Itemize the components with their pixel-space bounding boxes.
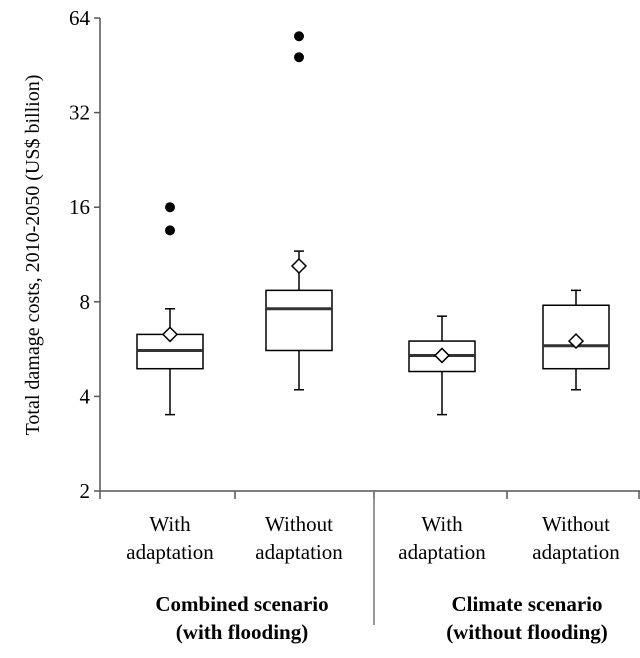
box-1	[136, 202, 204, 416]
outlier-point	[165, 202, 175, 213]
box-3	[408, 315, 476, 416]
category-label-line1: With	[149, 512, 191, 536]
group-label-line2: (with flooding)	[176, 620, 308, 644]
outlier-point	[165, 225, 175, 236]
outlier-point	[294, 52, 304, 63]
mean-marker	[290, 257, 308, 275]
category-label-line2: adaptation	[126, 540, 214, 564]
group-label-line1: Combined scenario	[155, 592, 328, 616]
group-label-line2: (without flooding)	[446, 620, 608, 644]
y-tick-label: 32	[69, 101, 90, 125]
y-axis-label: Total damage costs, 2010-2050 (US$ billi…	[22, 75, 44, 436]
outlier-point	[294, 31, 304, 42]
y-tick-label: 8	[80, 290, 91, 314]
mean-marker	[433, 347, 451, 364]
boxes	[136, 31, 610, 416]
category-label-line2: adaptation	[255, 540, 343, 564]
group-label-line1: Climate scenario	[451, 592, 602, 616]
axes	[94, 17, 640, 625]
mean-marker	[567, 333, 585, 350]
mean-marker	[161, 326, 179, 343]
y-tick-label: 4	[80, 384, 91, 408]
category-label-line2: adaptation	[398, 540, 486, 564]
category-label-line2: adaptation	[532, 540, 620, 564]
y-tick-label: 2	[80, 479, 91, 503]
category-label-line1: Without	[265, 512, 333, 536]
category-label-line1: With	[421, 512, 463, 536]
y-tick-label: 16	[69, 195, 90, 219]
category-label-line1: Without	[542, 512, 610, 536]
box-4	[542, 289, 610, 391]
box-2	[265, 31, 333, 391]
iqr-box	[265, 289, 333, 352]
y-tick-label: 64	[69, 6, 91, 30]
labels: 2 4 8 16 32 64 With adaptation Without adaptation…	[69, 6, 620, 644]
